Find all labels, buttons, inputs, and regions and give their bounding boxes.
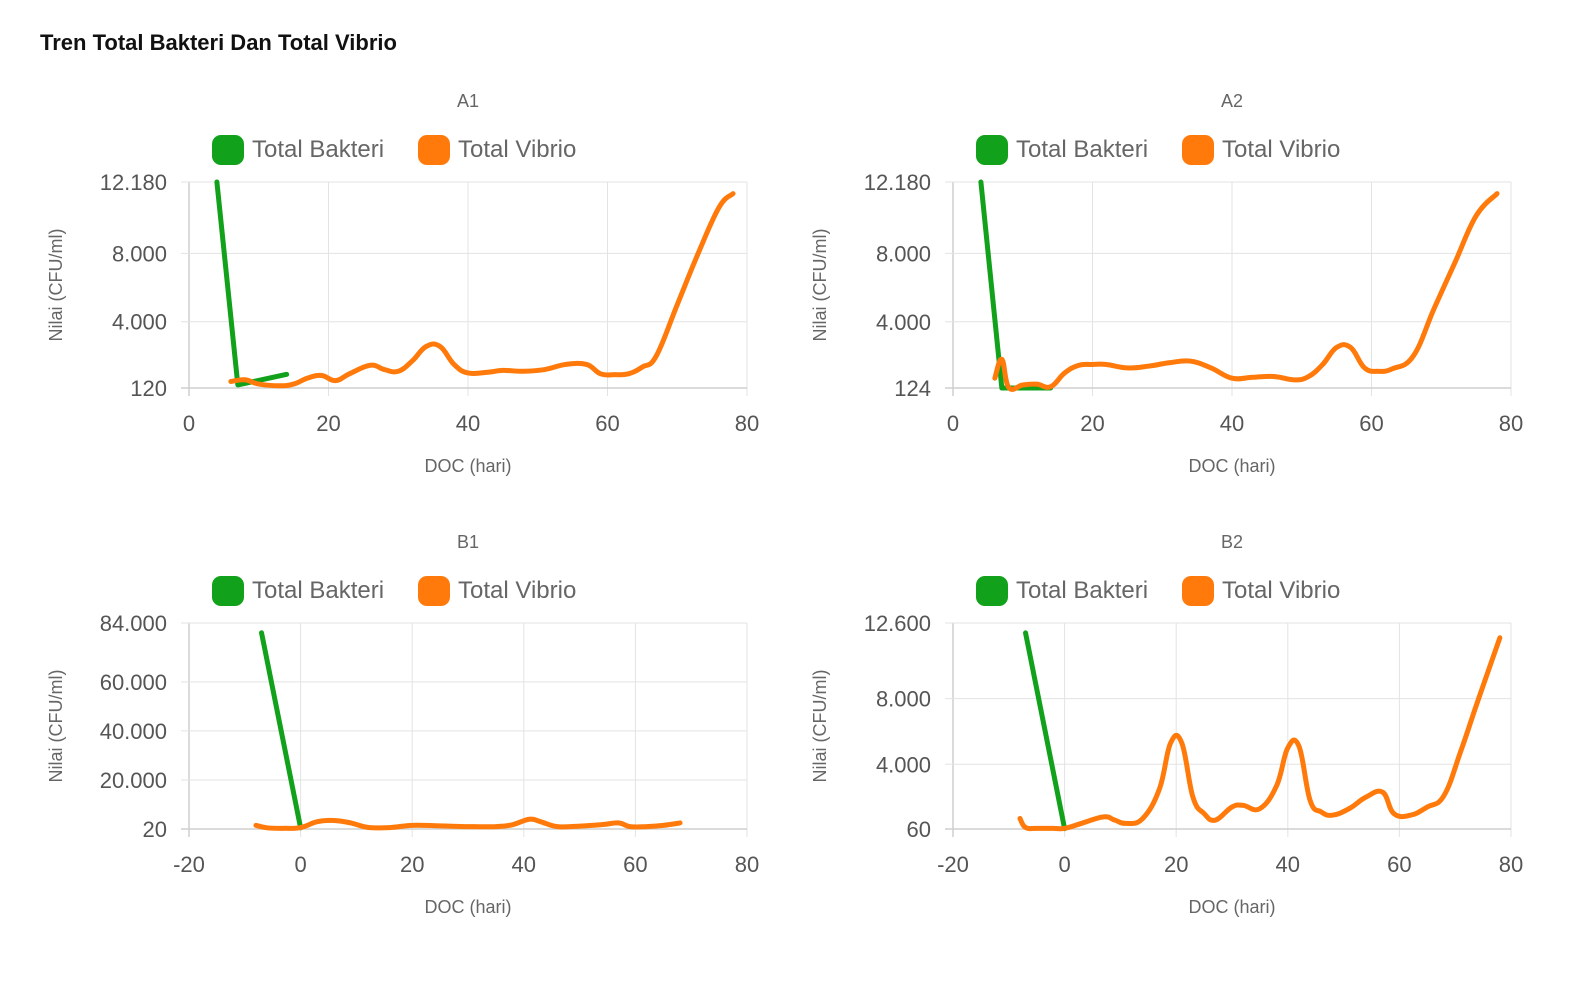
legend-swatch-vibrio xyxy=(418,135,450,165)
y-tick-label: 8.000 xyxy=(876,687,931,712)
legend-swatch-vibrio xyxy=(1182,135,1214,165)
chart-b2-svg: B2 Total Bakteri Total Vibrio -20 0 20 40 60 80 6… xyxy=(810,532,1523,917)
y-axis-title: Nilai (CFU/ml) xyxy=(810,229,830,342)
x-tick-label: 80 xyxy=(735,411,759,436)
x-tick-label: 0 xyxy=(1058,852,1070,877)
x-tick-label: 80 xyxy=(735,852,759,877)
x-tick-label: 40 xyxy=(456,411,480,436)
x-tick-label: 20 xyxy=(1164,852,1188,877)
series-line-total-bakteri xyxy=(978,179,1054,391)
x-tick-label: 40 xyxy=(1220,411,1244,436)
y-axis-title: Nilai (CFU/ml) xyxy=(46,229,66,342)
page-title: Tren Total Bakteri Dan Total Vibrio xyxy=(40,30,397,55)
series-line-total-bakteri xyxy=(259,630,304,831)
y-tick-label: 4.000 xyxy=(876,310,931,335)
chart-b1-svg: B1 Total Bakteri Total Vibrio -20 0 20 40 60 80 2… xyxy=(46,532,759,917)
series-line-total-vibrio xyxy=(992,191,1500,392)
legend-label-vibrio: Total Vibrio xyxy=(1222,136,1340,163)
y-tick-label: 40.000 xyxy=(100,719,167,744)
x-tick-label: 20 xyxy=(400,852,424,877)
chart-a1-svg: A1 Total Bakteri Total Vibrio 0 20 40 60 80 120 4… xyxy=(46,91,759,476)
legend-swatch-bakteri xyxy=(976,135,1008,165)
chart-title: A2 xyxy=(1221,91,1243,111)
x-tick-label: -20 xyxy=(937,852,969,877)
legend-label-bakteri: Total Bakteri xyxy=(1016,577,1148,604)
series-line-total-vibrio xyxy=(253,816,683,831)
y-tick-label: 8.000 xyxy=(876,241,931,266)
y-tick-label: 84.000 xyxy=(100,611,167,636)
legend-label-bakteri: Total Bakteri xyxy=(252,577,384,604)
y-tick-label: 4.000 xyxy=(876,752,931,777)
x-tick-label: 20 xyxy=(316,411,340,436)
y-tick-label: 60.000 xyxy=(100,670,167,695)
x-axis-title: DOC (hari) xyxy=(424,456,511,476)
x-tick-label: 60 xyxy=(623,852,647,877)
y-tick-label: 60 xyxy=(907,817,931,842)
legend-swatch-bakteri xyxy=(212,576,244,606)
chart-b2: B2 Total Bakteri Total Vibrio -20 0 20 40 60 80 6… xyxy=(784,521,1564,961)
legend-label-vibrio: Total Vibrio xyxy=(458,136,576,163)
y-tick-label: 124 xyxy=(894,376,931,401)
legend-swatch-bakteri xyxy=(976,576,1008,606)
chart-a2: A2 Total Bakteri Total Vibrio 0 20 40 60 80 124 4… xyxy=(784,80,1564,520)
legend-label-bakteri: Total Bakteri xyxy=(1016,136,1148,163)
legend-swatch-bakteri xyxy=(212,135,244,165)
chart-b1: B1 Total Bakteri Total Vibrio -20 0 20 40 60 80 2… xyxy=(20,521,800,961)
y-axis-title: Nilai (CFU/ml) xyxy=(46,670,66,783)
chart-title: A1 xyxy=(457,91,479,111)
chart-title: B2 xyxy=(1221,532,1243,552)
x-tick-label: 80 xyxy=(1499,852,1523,877)
x-axis-title: DOC (hari) xyxy=(1188,456,1275,476)
x-tick-label: 60 xyxy=(1359,411,1383,436)
x-tick-label: 0 xyxy=(183,411,195,436)
y-tick-label: 8.000 xyxy=(112,241,167,266)
x-tick-label: 60 xyxy=(595,411,619,436)
y-tick-label: 120 xyxy=(130,376,167,401)
legend-swatch-vibrio xyxy=(418,576,450,606)
legend-swatch-vibrio xyxy=(1182,576,1214,606)
x-tick-label: 40 xyxy=(512,852,536,877)
legend-label-bakteri: Total Bakteri xyxy=(252,136,384,163)
x-axis-title: DOC (hari) xyxy=(1188,897,1275,917)
series-line-total-vibrio xyxy=(1017,635,1503,832)
y-tick-label: 12.600 xyxy=(864,611,931,636)
y-tick-label: 12.180 xyxy=(864,170,931,195)
chart-a1: A1 Total Bakteri Total Vibrio 0 20 40 60 80 120 4… xyxy=(20,80,800,520)
legend-label-vibrio: Total Vibrio xyxy=(1222,577,1340,604)
x-tick-label: 0 xyxy=(294,852,306,877)
x-axis-title: DOC (hari) xyxy=(424,897,511,917)
series-line-total-bakteri xyxy=(214,179,290,388)
x-tick-label: -20 xyxy=(173,852,205,877)
x-tick-label: 0 xyxy=(947,411,959,436)
y-axis-title: Nilai (CFU/ml) xyxy=(810,670,830,783)
chart-a2-svg: A2 Total Bakteri Total Vibrio 0 20 40 60 80 124 4… xyxy=(810,91,1523,476)
chart-title: B1 xyxy=(457,532,479,552)
x-tick-label: 80 xyxy=(1499,411,1523,436)
x-tick-label: 60 xyxy=(1387,852,1411,877)
series-line-total-vibrio xyxy=(228,191,736,389)
y-tick-label: 20 xyxy=(143,817,167,842)
x-tick-label: 20 xyxy=(1080,411,1104,436)
y-tick-label: 12.180 xyxy=(100,170,167,195)
series-line-total-bakteri xyxy=(1023,630,1068,832)
x-tick-label: 40 xyxy=(1276,852,1300,877)
y-tick-label: 4.000 xyxy=(112,310,167,335)
y-tick-label: 20.000 xyxy=(100,768,167,793)
legend-label-vibrio: Total Vibrio xyxy=(458,577,576,604)
